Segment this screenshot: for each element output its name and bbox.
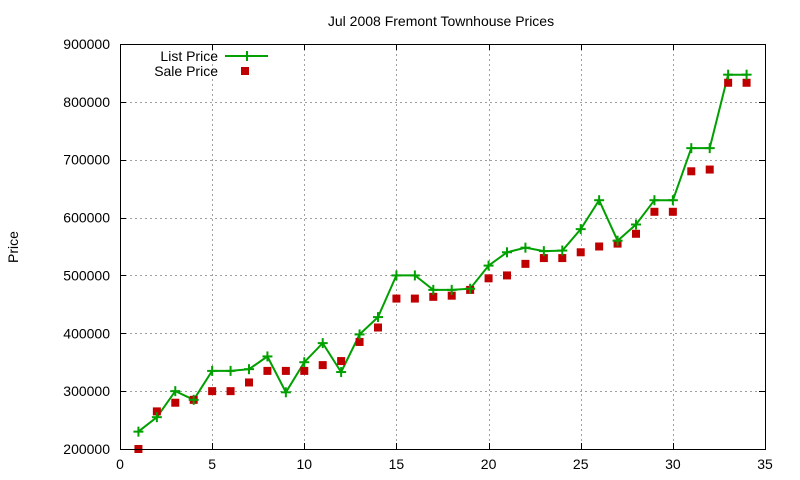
- list-price-point: [409, 270, 420, 281]
- grid: [120, 44, 765, 449]
- y-tick-label: 200000: [63, 441, 110, 457]
- list-price-point: [649, 195, 660, 206]
- x-tick-label: 10: [296, 456, 312, 472]
- list-price-point: [557, 245, 568, 256]
- sale-price-point: [724, 78, 733, 87]
- tick-labels: 0 5 10 15 20 25 30 35 200000 300000 400000 500000 60…: [63, 36, 773, 472]
- sale-price-point: [392, 294, 401, 303]
- sale-price-point: [521, 259, 530, 268]
- sale-price-point: [668, 207, 677, 216]
- sale-price-point: [152, 407, 161, 416]
- list-price-point: [373, 312, 383, 323]
- list-price-point: [133, 426, 144, 437]
- sale-price-point: [226, 387, 235, 396]
- legend-label-list-price: List Price: [160, 48, 218, 64]
- y-axis-label: Price: [5, 231, 21, 263]
- list-price-point: [483, 260, 494, 271]
- sale-price-point: [263, 366, 272, 375]
- list-price-point: [704, 143, 715, 154]
- list-price-point: [538, 246, 549, 257]
- sale-price-point: [632, 229, 640, 238]
- sale-price-point: [705, 165, 714, 174]
- sale-price-point: [374, 323, 382, 332]
- plot-area: [133, 69, 752, 453]
- list-price-point: [502, 247, 512, 258]
- list-price-point: [391, 270, 402, 281]
- list-price-point: [151, 412, 162, 423]
- sale-price-point: [650, 207, 659, 216]
- list-price-point: [317, 338, 328, 349]
- list-price-point: [575, 224, 586, 235]
- sale-price-point: [318, 361, 327, 370]
- sale-price-point: [742, 78, 751, 87]
- y-tick-label: 600000: [63, 210, 110, 226]
- list-price-point: [225, 365, 236, 376]
- x-tick-label: 30: [665, 456, 681, 472]
- sale-price-point: [300, 366, 309, 375]
- plot-frame: [120, 44, 766, 450]
- x-tick-label: 25: [573, 456, 589, 472]
- y-tick-label: 400000: [63, 325, 110, 341]
- sale-price-point: [281, 366, 290, 375]
- list-price-point: [741, 69, 752, 80]
- x-tick-label: 5: [208, 456, 216, 472]
- list-price-point: [354, 329, 365, 340]
- y-tick-label: 800000: [63, 94, 110, 110]
- y-tick-label: 300000: [63, 383, 110, 399]
- list-price-point: [465, 283, 476, 294]
- list-price-point: [244, 364, 254, 375]
- sale-price-point: [539, 254, 548, 263]
- x-tick-label: 15: [389, 456, 405, 472]
- sale-price-point: [429, 292, 438, 301]
- list-price-point: [262, 351, 273, 362]
- sale-price-point: [245, 378, 253, 387]
- sale-price-point: [208, 387, 217, 396]
- sale-price-point: [576, 248, 585, 257]
- y-tick-label: 900000: [63, 36, 110, 52]
- x-tick-label: 0: [116, 456, 124, 472]
- list-price-point: [207, 365, 218, 376]
- list-price-point: [594, 195, 605, 206]
- chart-title: Jul 2008 Fremont Townhouse Prices: [328, 13, 554, 29]
- sale-price-point: [337, 357, 346, 366]
- list-price-point: [520, 242, 531, 253]
- legend: List Price Sale Price: [154, 48, 268, 79]
- sale-price-point: [595, 242, 604, 251]
- list-price-point: [686, 143, 697, 154]
- axis-ticks: [120, 44, 766, 450]
- sale-price-point: [410, 294, 419, 303]
- sale-price-point: [687, 167, 696, 176]
- sale-price-point: [558, 254, 567, 263]
- x-tick-label: 35: [757, 456, 773, 472]
- y-tick-label: 500000: [63, 267, 110, 283]
- y-tick-label: 700000: [63, 152, 110, 168]
- list-price-point: [428, 284, 439, 295]
- list-price-point: [280, 387, 291, 398]
- legend-marker-list-price: [242, 51, 252, 61]
- sale-price-point: [171, 398, 180, 407]
- list-price-point: [188, 394, 199, 405]
- list-price-point: [170, 386, 181, 397]
- sale-price-point: [355, 337, 364, 346]
- list-price-point: [667, 195, 678, 206]
- legend-label-sale-price: Sale Price: [154, 63, 218, 79]
- sale-price-point: [447, 291, 456, 300]
- list-price-line: [137, 73, 747, 433]
- list-price-point: [299, 357, 310, 368]
- sale-price-point: [484, 274, 493, 283]
- x-tick-label: 20: [481, 456, 497, 472]
- sale-price-point: [503, 271, 511, 280]
- legend-marker-sale-price: [241, 67, 249, 75]
- list-price-point: [446, 284, 457, 295]
- list-price-point: [612, 235, 623, 246]
- list-price-point: [336, 367, 347, 378]
- list-price-point: [631, 219, 641, 230]
- list-price-point: [723, 69, 734, 80]
